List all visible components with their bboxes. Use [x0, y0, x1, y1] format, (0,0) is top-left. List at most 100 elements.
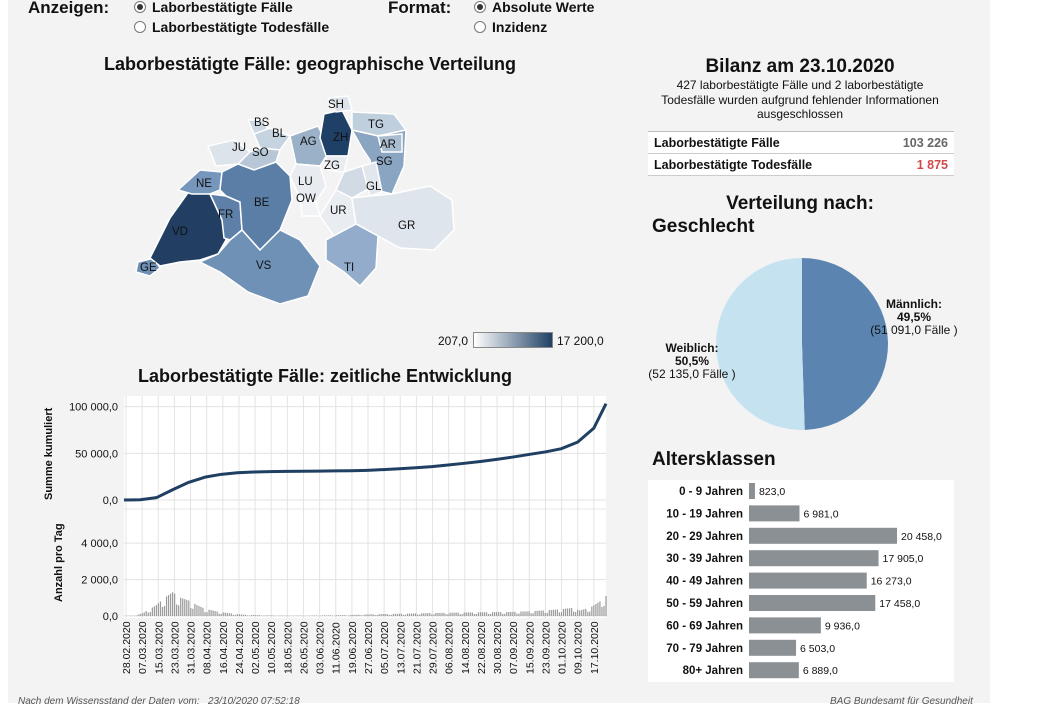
daily-bar[interactable]: [569, 608, 570, 616]
daily-bar[interactable]: [385, 614, 386, 616]
daily-bar[interactable]: [421, 613, 422, 616]
daily-bar[interactable]: [441, 613, 442, 616]
daily-bar[interactable]: [322, 615, 323, 616]
daily-bar[interactable]: [350, 615, 351, 616]
daily-bar[interactable]: [184, 599, 185, 616]
daily-bar[interactable]: [589, 611, 590, 616]
daily-bar[interactable]: [338, 615, 339, 616]
daily-bar[interactable]: [142, 613, 143, 616]
daily-bar[interactable]: [512, 612, 513, 616]
daily-bar[interactable]: [581, 610, 582, 616]
daily-bar[interactable]: [251, 615, 252, 616]
daily-bar[interactable]: [164, 606, 165, 616]
daily-bar[interactable]: [352, 615, 353, 616]
daily-bar[interactable]: [239, 614, 240, 616]
daily-bar[interactable]: [348, 615, 349, 616]
daily-bar[interactable]: [472, 612, 473, 616]
daily-bar[interactable]: [518, 614, 519, 616]
daily-bar[interactable]: [354, 615, 355, 616]
daily-bar[interactable]: [391, 615, 392, 616]
daily-bar[interactable]: [464, 613, 465, 616]
daily-bar[interactable]: [605, 596, 606, 616]
alters-bar[interactable]: [749, 640, 796, 656]
daily-bar[interactable]: [395, 614, 396, 616]
daily-bar[interactable]: [508, 612, 509, 616]
daily-bar[interactable]: [364, 615, 365, 616]
daily-bar[interactable]: [460, 614, 461, 616]
daily-bar[interactable]: [559, 612, 560, 616]
daily-bar[interactable]: [575, 612, 576, 616]
alters-bar[interactable]: [749, 550, 879, 566]
radio-selected-icon[interactable]: [134, 1, 146, 13]
daily-bar[interactable]: [152, 608, 153, 617]
daily-bar[interactable]: [419, 615, 420, 616]
daily-bar[interactable]: [543, 610, 544, 616]
daily-bar[interactable]: [156, 605, 157, 616]
daily-bar[interactable]: [340, 615, 341, 616]
radio-unselected-icon[interactable]: [134, 21, 146, 33]
daily-bar[interactable]: [492, 612, 493, 616]
daily-bar[interactable]: [488, 614, 489, 616]
daily-bar[interactable]: [150, 612, 151, 616]
daily-bar[interactable]: [585, 609, 586, 616]
daily-bar[interactable]: [140, 614, 141, 616]
alters-bar[interactable]: [749, 662, 799, 678]
daily-bar[interactable]: [372, 614, 373, 616]
daily-bar[interactable]: [456, 613, 457, 616]
daily-bar[interactable]: [484, 612, 485, 616]
daily-bar[interactable]: [526, 611, 527, 616]
daily-bar[interactable]: [229, 613, 230, 616]
daily-bar[interactable]: [429, 613, 430, 616]
daily-bar[interactable]: [247, 615, 248, 616]
daily-bar[interactable]: [196, 605, 197, 616]
daily-bar[interactable]: [265, 615, 266, 616]
daily-bar[interactable]: [178, 605, 179, 616]
daily-bar[interactable]: [162, 607, 163, 616]
daily-bar[interactable]: [413, 613, 414, 616]
daily-bar[interactable]: [490, 614, 491, 616]
daily-bar[interactable]: [202, 608, 203, 616]
daily-bar[interactable]: [520, 612, 521, 616]
daily-bar[interactable]: [170, 594, 171, 616]
daily-bar[interactable]: [553, 610, 554, 616]
daily-bar[interactable]: [541, 611, 542, 616]
daily-bar[interactable]: [316, 615, 317, 616]
daily-bar[interactable]: [194, 604, 195, 616]
daily-bar[interactable]: [458, 613, 459, 616]
daily-bar[interactable]: [160, 601, 161, 616]
daily-bar[interactable]: [326, 615, 327, 616]
daily-bar[interactable]: [599, 601, 600, 616]
daily-bar[interactable]: [532, 613, 533, 616]
daily-bar[interactable]: [415, 613, 416, 616]
daily-bar[interactable]: [539, 611, 540, 616]
daily-bar[interactable]: [362, 615, 363, 616]
daily-bar[interactable]: [231, 613, 232, 616]
daily-bar[interactable]: [190, 608, 191, 616]
daily-bar[interactable]: [381, 614, 382, 616]
daily-bar[interactable]: [237, 614, 238, 616]
daily-bar[interactable]: [158, 603, 159, 616]
daily-bar[interactable]: [210, 610, 211, 616]
daily-bar[interactable]: [549, 610, 550, 616]
daily-bar[interactable]: [346, 615, 347, 616]
daily-bar[interactable]: [166, 596, 167, 616]
daily-bar[interactable]: [235, 615, 236, 616]
daily-bar[interactable]: [182, 598, 183, 616]
daily-bar[interactable]: [198, 606, 199, 616]
anzeigen-option-todesfaelle[interactable]: Laborbestätigte Todesfälle: [134, 18, 329, 36]
daily-bar[interactable]: [577, 610, 578, 616]
daily-bar[interactable]: [482, 612, 483, 616]
daily-bar[interactable]: [192, 609, 193, 616]
daily-bar[interactable]: [480, 612, 481, 616]
daily-bar[interactable]: [344, 615, 345, 616]
daily-bar[interactable]: [466, 613, 467, 616]
daily-bar[interactable]: [423, 613, 424, 616]
daily-bar[interactable]: [603, 606, 604, 616]
alters-bar[interactable]: [749, 528, 897, 544]
daily-bar[interactable]: [551, 610, 552, 616]
daily-bar[interactable]: [591, 607, 592, 616]
daily-bar[interactable]: [245, 615, 246, 616]
daily-bar[interactable]: [522, 611, 523, 616]
daily-bar[interactable]: [144, 612, 145, 616]
daily-bar[interactable]: [597, 603, 598, 616]
